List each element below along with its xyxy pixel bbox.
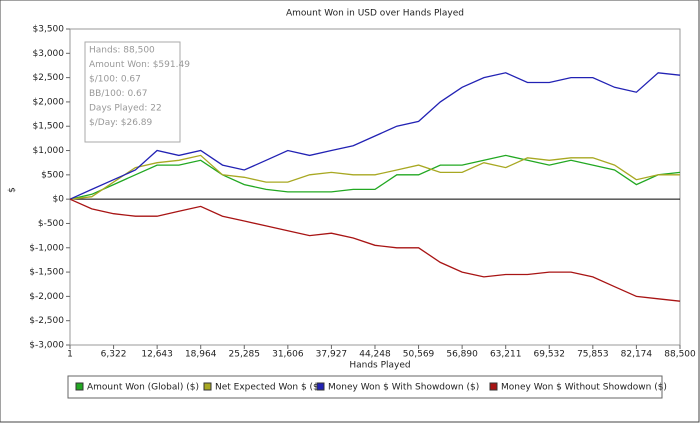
y-tick-label: $1,500 <box>33 122 65 132</box>
x-tick-label: 6,322 <box>101 350 127 360</box>
y-tick-label: $-3,000 <box>29 341 64 351</box>
legend-swatch <box>203 382 212 391</box>
info-box <box>84 41 181 143</box>
x-tick-label: 50,569 <box>403 350 435 360</box>
info-line: $/Day: $26.89 <box>89 118 153 128</box>
legend-label: Net Expected Won $ ($) <box>215 383 322 393</box>
legend-swatch <box>489 382 498 391</box>
info-line: BB/100: 0.67 <box>89 89 148 99</box>
info-line: Days Played: 22 <box>89 104 162 114</box>
series-line <box>69 154 680 200</box>
y-tick-label: $-2,500 <box>29 316 64 326</box>
x-tick-label: 69,532 <box>534 350 566 360</box>
series-line <box>69 72 681 200</box>
y-tick-label: $1,000 <box>33 146 65 156</box>
y-tick-label: $-2,000 <box>29 292 64 302</box>
y-axis-label: $ <box>8 187 18 193</box>
legend-label: Money Won $ With Showdown ($) <box>328 383 479 393</box>
y-tick-label: $3,500 <box>33 25 65 35</box>
series-line <box>69 154 681 200</box>
x-tick-label: 1 <box>67 350 73 360</box>
info-line: Hands: 88,500 <box>89 46 155 56</box>
x-tick-label: 63,211 <box>490 350 522 360</box>
y-tick-label: $2,500 <box>33 73 65 83</box>
x-axis-label: Hands Played <box>349 361 410 371</box>
y-tick-label: $-500 <box>38 219 64 229</box>
x-tick-label: 75,853 <box>577 350 609 360</box>
y-tick-label: $-1,500 <box>29 268 64 278</box>
legend-swatch <box>316 382 325 391</box>
info-line: Amount Won: $591.49 <box>89 60 190 70</box>
info-line: $/100: 0.67 <box>89 75 141 85</box>
y-tick-label: $500 <box>41 170 64 180</box>
x-tick-label: 88,500 <box>664 350 696 360</box>
x-tick-label: 82,174 <box>621 350 653 360</box>
x-tick-label: 56,890 <box>446 350 478 360</box>
x-tick-label: 12,643 <box>141 350 173 360</box>
x-tick-label: 18,964 <box>185 350 217 360</box>
legend-swatch <box>75 382 84 391</box>
y-tick-label: $0 <box>53 195 65 205</box>
series-line <box>69 198 681 302</box>
x-tick-label: 25,285 <box>229 350 261 360</box>
y-tick-label: $3,000 <box>33 49 65 59</box>
y-tick-label: $2,000 <box>33 97 65 107</box>
legend-label: Money Won $ Without Showdown ($) <box>501 383 667 393</box>
legend-label: Amount Won (Global) ($) <box>87 383 199 393</box>
legend-box <box>67 375 663 399</box>
x-tick-label: 44,248 <box>359 350 391 360</box>
chart-title: Amount Won in USD over Hands Played <box>286 9 464 19</box>
x-tick-label: 37,927 <box>316 350 348 360</box>
y-tick-label: $-1,000 <box>29 243 64 253</box>
x-tick-label: 31,606 <box>272 350 304 360</box>
